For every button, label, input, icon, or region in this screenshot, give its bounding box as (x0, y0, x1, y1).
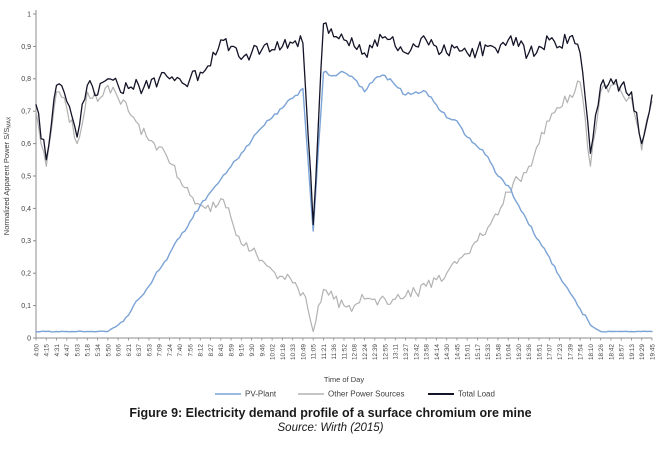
x-tick-label: 8:27 (208, 344, 215, 357)
axes (35, 10, 652, 339)
x-tick-label: 12:39 (372, 344, 379, 360)
x-tick-label: 6:53 (146, 344, 153, 357)
y-tick-label: 0,4 (21, 206, 31, 213)
series-line-other-power-sources (35, 80, 653, 333)
x-tick-label: 18:42 (608, 344, 615, 360)
x-tick-label: 4:47 (64, 344, 71, 357)
x-tick-label: 13:27 (403, 344, 410, 360)
y-tick-label: 1 (27, 11, 31, 18)
x-tick-label: 10:18 (280, 344, 287, 360)
x-tick-label: 9:30 (249, 344, 256, 357)
y-tick-label: 0,6 (21, 141, 31, 148)
x-tick-label: 14:14 (434, 344, 441, 360)
x-axis-title: Time of Day (324, 375, 364, 384)
x-tick-label: 15:48 (495, 344, 502, 360)
x-tick-label: 8:43 (218, 344, 225, 357)
x-tick-label: 14:45 (454, 344, 461, 360)
x-tick-label: 4:00 (33, 344, 40, 357)
x-tick-label: 19:45 (649, 344, 656, 360)
y-tick-label: 0,7 (21, 109, 31, 116)
x-tick-label: 4:15 (44, 344, 51, 357)
y-tick-label: 0,5 (21, 173, 31, 180)
x-tick-label: 13:11 (393, 344, 400, 360)
x-tick-label: 5:03 (74, 344, 81, 357)
x-tick-label: 15:17 (475, 344, 482, 360)
x-tick-label: 5:50 (105, 344, 112, 357)
x-tick-label: 16:36 (526, 344, 533, 360)
x-tick-label: 6:06 (116, 344, 123, 357)
figure-caption: Figure 9: Electricity demand profile of … (129, 406, 532, 420)
x-tick-label: 17:07 (547, 344, 554, 360)
x-tick-label: 11:52 (341, 344, 348, 360)
series-line-pv-plant (35, 70, 653, 333)
legend-label: Total Load (458, 390, 495, 399)
x-tick-label: 11:36 (331, 344, 338, 360)
x-tick-label: 14:30 (444, 344, 451, 360)
x-tick-label: 5:34 (95, 344, 102, 357)
x-tick-label: 12:55 (382, 344, 389, 360)
x-tick-label: 7:24 (167, 344, 174, 357)
x-tick-label: 4:31 (54, 344, 61, 357)
x-tick-label: 12:24 (362, 344, 369, 360)
y-tick-label: 0,1 (21, 303, 31, 310)
x-tick-label: 18:26 (598, 344, 605, 360)
y-tick-label: 0,2 (21, 271, 31, 278)
x-tick-label: 19:29 (639, 344, 646, 360)
x-tick-label: 12:08 (352, 344, 359, 360)
x-tick-label: 6:21 (126, 344, 133, 357)
y-tick-label: 0,3 (21, 238, 31, 245)
x-tick-label: 11:05 (311, 344, 318, 360)
x-tick-label: 10:02 (270, 344, 277, 360)
legend-label: Other Power Sources (328, 390, 404, 399)
series-line-total-load (35, 22, 653, 226)
y-tick-label: 0 (27, 335, 31, 342)
figure-9: 0 0,1 0,2 0,3 0,4 0,5 0,6 0,7 0,8 0,9 1 4:00 4:15 4:3… (2, 10, 656, 434)
x-tick-label: 19:13 (629, 344, 636, 360)
x-tick-label: 9:15 (239, 344, 246, 357)
x-tick-label: 17:23 (557, 344, 564, 360)
y-axis: 0 0,1 0,2 0,3 0,4 0,5 0,6 0,7 0,8 0,9 1 (21, 11, 36, 342)
x-tick-label: 10:49 (300, 344, 307, 360)
legend-label: PV-Plant (245, 390, 277, 399)
figure-source: Source: Wirth (2015) (277, 422, 384, 434)
chart-area: 0 0,1 0,2 0,3 0,4 0,5 0,6 0,7 0,8 0,9 1 4:00 4:15 4:3… (2, 10, 656, 399)
x-tick-label: 7:56 (187, 344, 194, 357)
x-axis: 4:00 4:15 4:31 4:47 5:03 5:18 5:34 5:50 6:06 6:21… (33, 338, 656, 360)
x-tick-label: 16:20 (516, 344, 523, 360)
x-tick-label: 8:59 (228, 344, 235, 357)
x-tick-label: 6:37 (136, 344, 143, 357)
x-tick-label: 7:40 (177, 344, 184, 357)
x-tick-label: 5:18 (85, 344, 92, 357)
x-tick-label: 8:12 (198, 344, 205, 357)
x-tick-label: 18:57 (619, 344, 626, 360)
x-tick-label: 16:04 (506, 344, 513, 360)
x-tick-label: 15:33 (485, 344, 492, 360)
y-tick-label: 0,8 (21, 76, 31, 83)
line-chart: 0 0,1 0,2 0,3 0,4 0,5 0,6 0,7 0,8 0,9 1 4:00 4:15 4:3… (2, 10, 656, 399)
x-tick-label: 7:09 (157, 344, 164, 357)
x-tick-label: 17:54 (578, 344, 585, 360)
x-tick-label: 18:10 (588, 344, 595, 360)
x-tick-label: 9:46 (259, 344, 266, 357)
x-tick-label: 11:21 (321, 344, 328, 360)
x-tick-label: 10:33 (290, 344, 297, 360)
y-axis-title: Normalized Apparent Power S/SMAX (2, 116, 13, 235)
x-tick-label: 13:42 (413, 344, 420, 360)
x-tick-label: 17:39 (567, 344, 574, 360)
y-tick-label: 0,9 (21, 44, 31, 51)
chart-legend: PV-Plant Other Power Sources Total Load (215, 390, 495, 399)
x-tick-label: 13:58 (424, 344, 431, 360)
x-tick-label: 15:01 (465, 344, 472, 360)
x-tick-label: 16:51 (536, 344, 543, 360)
